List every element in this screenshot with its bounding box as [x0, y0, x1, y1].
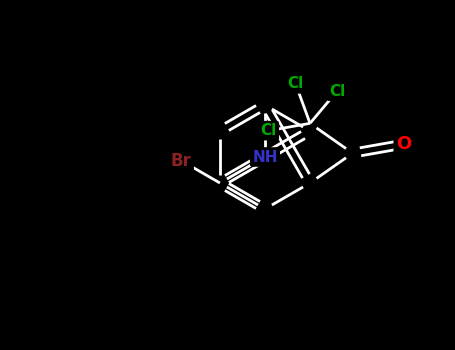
Text: Cl: Cl — [261, 123, 277, 138]
Text: Cl: Cl — [288, 76, 304, 91]
Text: O: O — [396, 135, 411, 153]
Text: Br: Br — [171, 152, 192, 169]
Text: Cl: Cl — [329, 84, 345, 99]
Text: NH: NH — [252, 149, 278, 164]
